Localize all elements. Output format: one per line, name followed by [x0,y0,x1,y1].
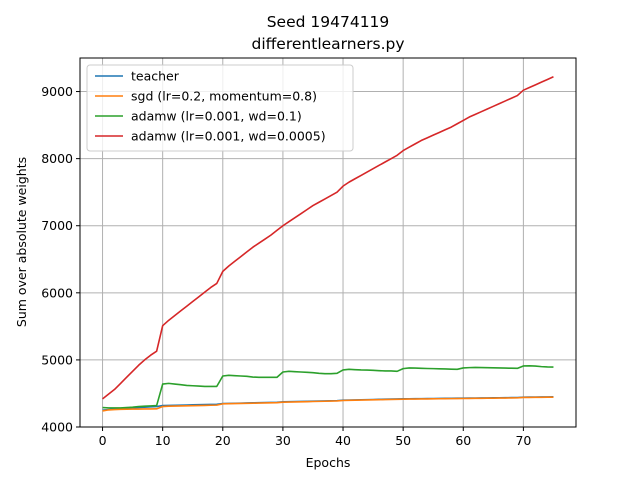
y-axis-label: Sum over absolute weights [14,157,29,327]
chart-title-line2: differentlearners.py [251,35,404,53]
chart-title-line1: Seed 19474119 [267,13,390,31]
legend-label-1: sgd (lr=0.2, momentum=0.8) [131,89,317,104]
legend-label-0: teacher [131,69,180,84]
x-tick-label: 70 [515,433,531,448]
x-tick-label: 50 [395,433,411,448]
y-tick-label: 7000 [41,218,73,233]
legend-label-3: adamw (lr=0.001, wd=0.0005) [131,129,326,144]
y-tick-label: 9000 [41,84,73,99]
series-line-2 [102,365,554,409]
y-tick-label: 6000 [41,285,73,300]
x-tick-label: 10 [155,433,171,448]
x-tick-label: 20 [215,433,231,448]
x-tick-label: 60 [455,433,471,448]
x-axis-label: Epochs [306,455,351,470]
x-tick-label: 0 [99,433,107,448]
legend-label-2: adamw (lr=0.001, wd=0.1) [131,109,302,124]
y-tick-label: 8000 [41,151,73,166]
legend-box [86,64,354,152]
legend: teacher sgd (lr=0.2, momentum=0.8) adamw (… [86,64,354,152]
x-tick-label: 40 [335,433,351,448]
series-line-3 [102,76,554,400]
series-line-1 [102,396,554,412]
y-tick-label: 5000 [41,352,73,367]
y-tick-label: 4000 [41,420,73,435]
plot-frame [79,57,577,428]
series-lines [102,76,554,412]
x-tick-label: 30 [275,433,291,448]
axis-ticks: 0 10 20 30 40 50 60 70 4000 5000 6000 7000 8000 9000 [41,84,531,448]
